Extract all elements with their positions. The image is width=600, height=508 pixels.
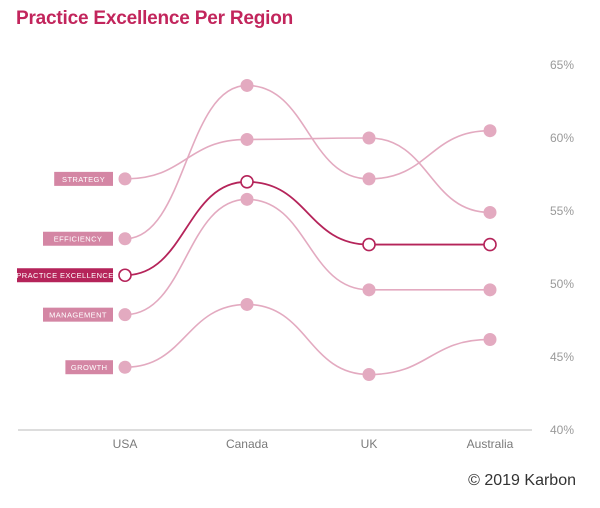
x-tick-label: Canada (226, 437, 268, 451)
series-line-growth (124, 303, 491, 376)
x-tick-label: Australia (467, 437, 514, 451)
y-tick-label: 55% (550, 204, 574, 218)
data-point-management (240, 192, 254, 206)
y-tick-label: 50% (550, 277, 574, 291)
data-point-growth (483, 332, 497, 346)
series-line-efficiency (124, 84, 491, 240)
series-label-practice-excellence: PRACTICE EXCELLENCE (16, 271, 113, 280)
series-label-badge (54, 171, 113, 186)
series-label-strategy: STRATEGY (62, 175, 105, 184)
data-point-strategy (483, 205, 497, 219)
y-tick-label: 40% (550, 423, 574, 437)
x-tick-label: UK (361, 437, 378, 451)
chart-title: Practice Excellence Per Region (16, 8, 294, 29)
series-label-badge (43, 231, 113, 246)
series-label-efficiency: EFFICIENCY (54, 235, 103, 244)
data-point-management (362, 283, 376, 297)
data-point-management (118, 308, 132, 322)
data-point-management (483, 283, 497, 297)
data-point-growth (240, 297, 254, 311)
data-point-efficiency (362, 172, 376, 186)
data-point-efficiency (483, 124, 497, 138)
data-point-strategy (240, 132, 254, 146)
series-label-growth: GROWTH (71, 363, 108, 372)
data-point-practice-excellence (362, 237, 376, 252)
copyright-credit: © 2019 Karbon (468, 472, 576, 489)
line-chart: 40%45%50%55%60%65% USA Canada UK Australia … (16, 58, 574, 451)
data-point-strategy (118, 172, 132, 186)
series-label-badge (17, 268, 113, 283)
data-point-efficiency (118, 232, 132, 246)
series-label-management: MANAGEMENT (49, 311, 107, 320)
data-point-strategy (362, 131, 376, 145)
series-line-management (124, 198, 490, 316)
data-point-practice-excellence (483, 237, 497, 252)
y-tick-label: 60% (550, 131, 574, 145)
y-tick-label: 65% (550, 58, 574, 72)
y-tick-label: 45% (550, 350, 574, 364)
series-line-strategy (124, 137, 491, 214)
data-point-efficiency (240, 78, 254, 92)
series-label-badge (43, 307, 113, 322)
data-point-growth (118, 360, 132, 374)
series-line-practice-excellence (124, 180, 490, 277)
data-point-practice-excellence (240, 175, 254, 189)
x-tick-label: USA (113, 437, 138, 451)
data-point-growth (362, 368, 376, 382)
data-point-practice-excellence (118, 268, 132, 283)
series-label-badge (65, 360, 113, 375)
